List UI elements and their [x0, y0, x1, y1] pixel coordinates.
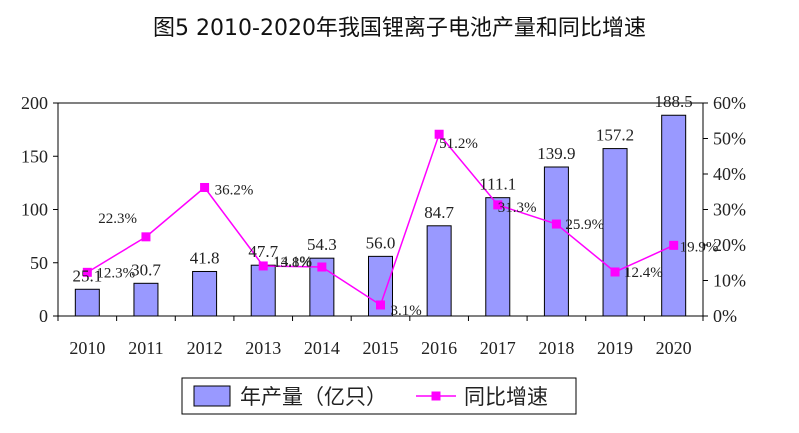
bar-2011: [133, 282, 159, 317]
x-tick-label: 2013: [245, 338, 281, 358]
growth-value-label: 31.3%: [498, 200, 537, 216]
x-tick-label: 2020: [656, 338, 692, 358]
x-tick-label: 2014: [304, 338, 340, 358]
y-right-tick-label: 30%: [713, 200, 746, 220]
bar-value-label: 41.8: [190, 248, 220, 267]
growth-value-label: 12.3%: [96, 265, 135, 281]
bar-2010: [74, 288, 100, 317]
y-left-tick-label: 150: [21, 146, 48, 166]
bar-2012: [192, 270, 218, 317]
y-left-tick-label: 200: [21, 93, 48, 113]
y-right-tick-label: 50%: [713, 129, 746, 149]
bar-series: [74, 114, 687, 317]
growth-value-label: 22.3%: [98, 211, 137, 227]
x-tick-label: 2019: [597, 338, 633, 358]
growth-value-label: 13.8%: [273, 255, 312, 271]
bar-value-label: 25.1: [72, 266, 102, 285]
growth-value-label: 14.1%: [273, 254, 312, 270]
bar-value-label: 84.7: [424, 203, 454, 222]
bar-value-label: 56.0: [366, 233, 396, 252]
y-left-tick-label: 100: [21, 200, 48, 220]
growth-marker-2020: [669, 240, 679, 250]
bar-value-label: 30.7: [131, 260, 161, 279]
bar-value-label: 47.7: [248, 242, 278, 261]
y-right-tick-label: 0%: [713, 306, 737, 326]
legend: 年产量（亿只） 同比增速: [181, 377, 577, 415]
growth-marker-2013: [258, 261, 268, 271]
growth-series: [82, 129, 679, 310]
bar-value-label: 111.1: [479, 175, 516, 194]
legend-bar-swatch: [193, 385, 231, 407]
bar-value-label: 188.5: [655, 92, 693, 111]
bar-value-label: 139.9: [537, 144, 575, 163]
bar-2020: [661, 114, 687, 317]
x-tick-label: 2015: [363, 338, 399, 358]
y-right-tick-label: 40%: [713, 164, 746, 184]
growth-marker-2014: [317, 262, 327, 272]
data-labels: 25.1 30.7 41.8 47.7 54.3 56.0 84.7 111.1 139.9 15…: [72, 92, 718, 319]
growth-marker-2018: [551, 219, 561, 229]
legend-line-label: 同比增速: [464, 385, 548, 409]
legend-box: [181, 377, 577, 415]
legend-bar-label: 年产量（亿只）: [240, 385, 387, 409]
growth-marker-2019: [610, 267, 620, 277]
growth-value-label: 3.1%: [391, 303, 422, 319]
bar-2013: [250, 264, 276, 317]
growth-marker-2017: [493, 200, 503, 210]
y-left-tick-label: 0: [39, 306, 48, 326]
x-tick-label: 2011: [128, 338, 163, 358]
bar-2018: [543, 166, 569, 317]
y-right-tick-label: 10%: [713, 271, 746, 291]
growth-value-label: 25.9%: [565, 217, 604, 233]
y-left-tick-label: 50: [30, 253, 48, 273]
growth-marker-2016: [434, 129, 444, 139]
growth-value-label: 36.2%: [215, 182, 254, 198]
x-tick-label: 2010: [69, 338, 105, 358]
growth-marker-2010: [82, 267, 92, 277]
growth-marker-2015: [376, 300, 385, 310]
bar-2015: [368, 255, 393, 317]
chart-title: 图5 2010-2020年我国锂离子电池产量和同比增速: [153, 16, 646, 41]
bar-value-label: 54.3: [307, 235, 337, 254]
growth-marker-2011: [141, 232, 151, 242]
growth-value-label: 19.9%: [680, 239, 719, 255]
x-tick-label: 2012: [187, 338, 223, 358]
bar-2019: [602, 148, 628, 317]
axes: 0 50 100 150 200 0% 10% 20% 30% 40% 50% 60% 2010 2011…: [21, 93, 746, 358]
growth-value-label: 12.4%: [624, 265, 663, 281]
bar-value-label: 157.2: [596, 126, 634, 145]
x-tick-label: 2018: [538, 338, 574, 358]
y-right-tick-label: 60%: [713, 93, 746, 113]
y-right-tick-label: 20%: [713, 235, 746, 255]
bar-2017: [485, 197, 511, 317]
x-tick-label: 2016: [421, 338, 457, 358]
legend-line-marker: [431, 391, 441, 401]
growth-marker-2012: [200, 182, 210, 192]
bar-2016: [426, 225, 452, 317]
growth-value-label: 51.2%: [439, 136, 478, 152]
x-tick-label: 2017: [480, 338, 516, 358]
